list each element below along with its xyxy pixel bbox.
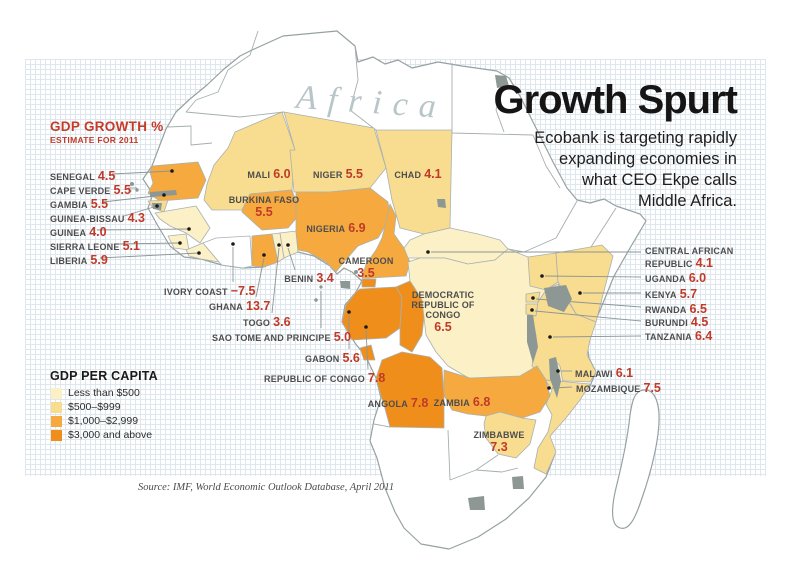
legend-item-0: Less than $500 bbox=[51, 386, 152, 400]
country-zimbabwe bbox=[483, 411, 537, 459]
sao-tome-island bbox=[314, 298, 318, 302]
estuary-patch bbox=[340, 281, 350, 289]
map-label-nigeria: NIGERIA 6.9 bbox=[306, 221, 366, 235]
list-item-sierra-leone: SIERRA LEONE 5.1 bbox=[50, 239, 140, 253]
madagascar bbox=[611, 389, 660, 529]
country-mozambique bbox=[533, 379, 591, 475]
list-item-cape-verde: CAPE VERDE 5.5 bbox=[50, 183, 131, 197]
swaziland bbox=[512, 476, 524, 489]
list-item-liberia: LIBERIA 5.9 bbox=[50, 253, 108, 267]
legend-item-2: $1,000–$2,999 bbox=[51, 414, 152, 428]
leader-lines bbox=[96, 170, 642, 389]
principe-island bbox=[319, 285, 323, 289]
map-label-cameroon: CAMEROON 3.5 bbox=[338, 256, 394, 280]
country-zambia bbox=[443, 365, 551, 419]
country-equatorial-guinea bbox=[361, 278, 377, 288]
map-label-zambia: ZAMBIA 6.8 bbox=[433, 395, 491, 409]
nile-delta bbox=[495, 75, 509, 88]
legend-heading: GDP PER CAPITA bbox=[50, 369, 158, 383]
page-subtitle: Ecobank is targeting rapidly expanding e… bbox=[534, 129, 737, 210]
country-chad bbox=[375, 129, 453, 235]
map-label-angola: ANGOLA 7.8 bbox=[367, 396, 429, 410]
list-item-sao-tome: SAO TOME AND PRINCIPE 5.0 bbox=[212, 330, 352, 344]
lake-chad bbox=[437, 199, 446, 208]
map-label-drc: DEMOCRATIC REPUBLIC OF CONGO 6.5 bbox=[411, 290, 475, 334]
list-item-uganda: UGANDA 6.0 bbox=[645, 271, 707, 285]
country-ivory-coast bbox=[202, 235, 253, 269]
lake-victoria bbox=[544, 285, 572, 312]
list-item-ghana: GHANA 13.7 bbox=[209, 299, 271, 313]
legend-swatch-cat2 bbox=[51, 401, 62, 413]
list-item-rwanda: RWANDA 6.5 bbox=[645, 302, 707, 316]
map-label-chad: CHAD 4.1 bbox=[394, 167, 442, 181]
legend-swatch-cat4 bbox=[51, 429, 62, 441]
list-item-burundi: BURUNDI 4.5 bbox=[645, 315, 709, 329]
country-uganda bbox=[527, 252, 559, 291]
list-item-gabon: GABON 5.6 bbox=[305, 351, 360, 365]
page-title: Growth Spurt bbox=[493, 78, 738, 122]
country-tanzania bbox=[529, 283, 597, 383]
list-item-malawi: MALAWI 6.1 bbox=[575, 366, 634, 380]
choropleth-countries bbox=[147, 111, 614, 475]
bioko-island bbox=[354, 270, 358, 274]
list-item-guinea-bissau: GUINEA-BISSAU 4.3 bbox=[50, 211, 145, 225]
list-item-gambia: GAMBIA 5.5 bbox=[50, 197, 109, 211]
legend-swatch-cat3 bbox=[51, 415, 62, 427]
source-credit: Source: IMF, World Economic Outlook Data… bbox=[138, 482, 395, 493]
map-label-benin: BENIN 3.4 bbox=[284, 271, 334, 285]
list-item-ivory-coast: IVORY COAST −7.5 bbox=[164, 284, 256, 298]
list-item-kenya: KENYA 5.7 bbox=[645, 287, 698, 301]
gdp-growth-subheading: ESTIMATE FOR 2011 bbox=[50, 135, 139, 145]
legend-item-1: $500–$999 bbox=[51, 400, 152, 414]
list-item-senegal: SENEGAL 4.5 bbox=[50, 169, 116, 183]
list-item-central-african-republic: CENTRAL AFRICAN REPUBLIC 4.1 bbox=[645, 246, 734, 270]
legend-item-3: $3,000 and above bbox=[51, 428, 152, 442]
list-item-tanzania: TANZANIA 6.4 bbox=[645, 329, 713, 343]
country-burkina-faso bbox=[241, 189, 301, 231]
gdp-growth-heading: GDP GROWTH % bbox=[50, 119, 164, 134]
map-label-zimbabwe: ZIMBABWE 7.3 bbox=[473, 430, 525, 454]
list-item-mozambique: MOZAMBIQUE 7.5 bbox=[576, 381, 661, 395]
map-label-niger: NIGER 5.5 bbox=[313, 167, 363, 181]
lesotho bbox=[468, 496, 485, 510]
cape-verde-islands bbox=[130, 182, 134, 186]
map-label-burkina-faso: BURKINA FASO 5.5 bbox=[228, 195, 300, 219]
country-marker-dots bbox=[155, 169, 582, 390]
country-liberia bbox=[185, 242, 220, 263]
country-ghana bbox=[251, 233, 279, 268]
list-item-republic-of-congo: REPUBLIC OF CONGO 7.8 bbox=[264, 371, 386, 385]
map-label-mali: MALI 6.0 bbox=[247, 167, 291, 181]
list-item-togo: TOGO 3.6 bbox=[243, 315, 291, 329]
country-guinea bbox=[154, 205, 211, 244]
legend: Less than $500 $500–$999 $1,000–$2,999 $… bbox=[51, 386, 152, 442]
legend-swatch-cat1 bbox=[51, 387, 62, 399]
lake-tanganyika bbox=[527, 315, 538, 363]
country-cameroon bbox=[361, 203, 411, 279]
country-nigeria bbox=[295, 187, 391, 273]
list-item-guinea: GUINEA 4.0 bbox=[50, 225, 107, 239]
